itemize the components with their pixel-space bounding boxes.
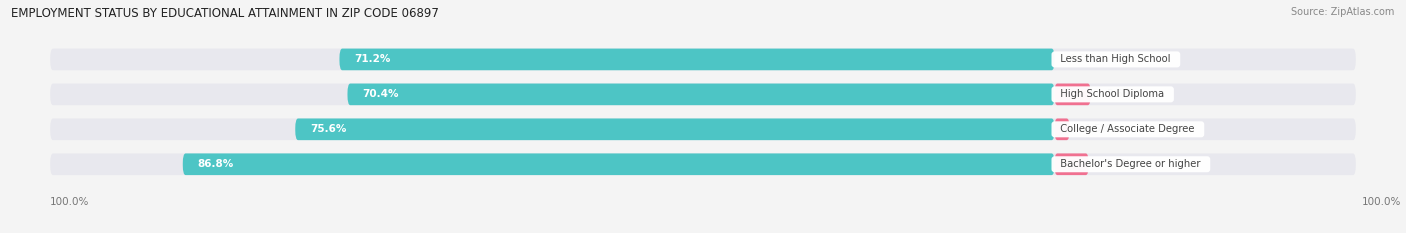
Text: 70.4%: 70.4% (363, 89, 399, 99)
Text: 100.0%: 100.0% (1361, 198, 1400, 207)
FancyBboxPatch shape (51, 118, 1355, 140)
Text: 1.5%: 1.5% (1084, 124, 1111, 134)
Text: 100.0%: 100.0% (51, 198, 90, 207)
FancyBboxPatch shape (1054, 84, 1091, 105)
Text: 0.0%: 0.0% (1070, 55, 1095, 64)
FancyBboxPatch shape (51, 49, 1355, 70)
FancyBboxPatch shape (183, 154, 1054, 175)
FancyBboxPatch shape (347, 84, 1054, 105)
FancyBboxPatch shape (1054, 154, 1088, 175)
FancyBboxPatch shape (295, 118, 1054, 140)
FancyBboxPatch shape (339, 49, 1054, 70)
Text: 71.2%: 71.2% (354, 55, 391, 64)
Text: 3.4%: 3.4% (1104, 159, 1130, 169)
FancyBboxPatch shape (1054, 118, 1070, 140)
Text: High School Diploma: High School Diploma (1054, 89, 1171, 99)
Text: Bachelor's Degree or higher: Bachelor's Degree or higher (1054, 159, 1208, 169)
Text: EMPLOYMENT STATUS BY EDUCATIONAL ATTAINMENT IN ZIP CODE 06897: EMPLOYMENT STATUS BY EDUCATIONAL ATTAINM… (11, 7, 439, 20)
Text: 86.8%: 86.8% (198, 159, 233, 169)
Text: Source: ZipAtlas.com: Source: ZipAtlas.com (1291, 7, 1395, 17)
FancyBboxPatch shape (51, 154, 1355, 175)
FancyBboxPatch shape (51, 84, 1355, 105)
Text: Less than High School: Less than High School (1054, 55, 1177, 64)
Text: College / Associate Degree: College / Associate Degree (1054, 124, 1201, 134)
Text: 3.6%: 3.6% (1105, 89, 1132, 99)
Text: 75.6%: 75.6% (311, 124, 347, 134)
